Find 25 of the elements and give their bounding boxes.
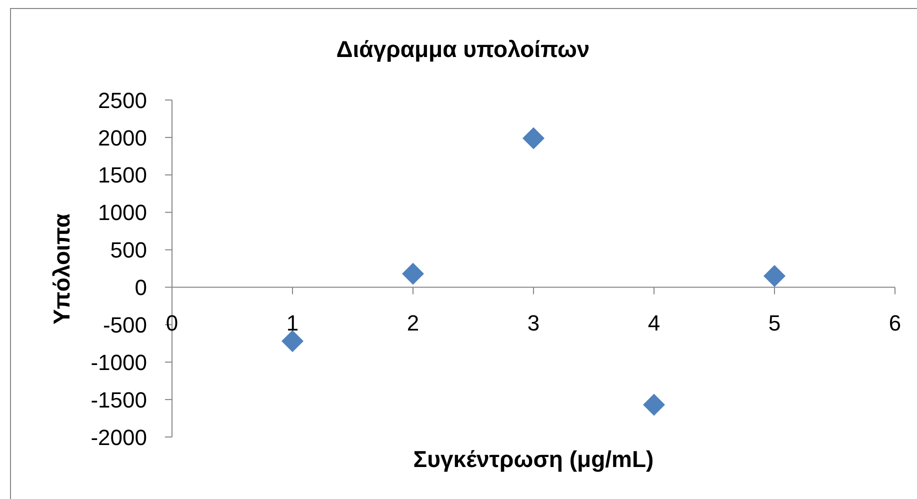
point <box>522 127 544 150</box>
y-tick-label: 1000 <box>98 200 147 226</box>
y-tick-label: 1500 <box>98 162 147 188</box>
x-tick-label: 3 <box>527 310 540 336</box>
x-axis-title: Συγκέντρωση (μg/mL) <box>412 446 655 473</box>
point <box>282 330 304 352</box>
y-tick-label: -500 <box>102 312 147 338</box>
point <box>643 394 665 416</box>
y-tick-label: 500 <box>110 238 147 263</box>
chart-title: Διάγραμμα υπολοίπων <box>335 36 591 63</box>
y-tick-label: 2000 <box>98 125 147 150</box>
y-tick-label: -2000 <box>90 424 147 450</box>
y-tick-label: 0 <box>134 275 147 300</box>
x-tick-label: 1 <box>286 310 299 336</box>
point <box>402 262 424 285</box>
y-tick-label: -1500 <box>90 387 147 412</box>
y-tick-label: -1000 <box>90 350 147 375</box>
x-tick-label: 6 <box>888 310 902 336</box>
y-axis-title: Υπόλοιπα <box>48 212 76 324</box>
x-tick-label: 0 <box>166 310 178 336</box>
y-tick-label: 2500 <box>98 88 147 113</box>
x-tick-label: 5 <box>768 310 781 336</box>
x-tick-label: 4 <box>648 310 660 336</box>
point <box>764 264 786 287</box>
x-tick-label: 2 <box>406 310 420 336</box>
